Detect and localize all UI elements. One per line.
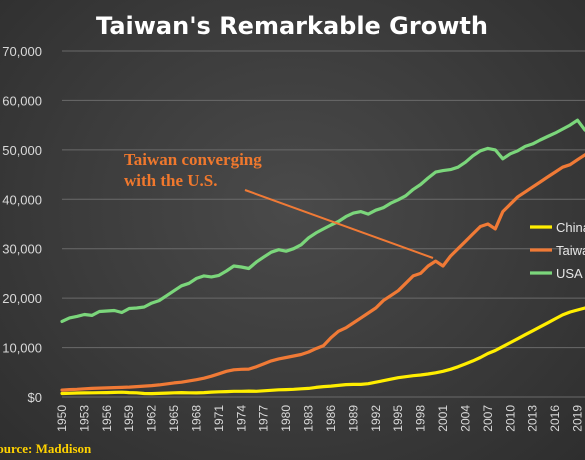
x-tick-label: 2019 [571, 405, 585, 432]
x-tick-label: 1983 [302, 405, 316, 432]
annotation-arrow [244, 189, 434, 259]
x-tick-label: 1956 [100, 405, 114, 432]
x-tick-label: 2010 [503, 405, 517, 432]
x-tick-label: 1977 [257, 405, 271, 432]
x-axis-tick-labels: 1950 1953 1956 1959 1962 1965 1968 1971 1974 1977… [55, 405, 585, 432]
x-tick-label: 1950 [55, 405, 69, 432]
x-tick-label: 1953 [77, 405, 91, 432]
x-tick-label: 1959 [122, 405, 136, 432]
series-line-usa [60, 118, 585, 323]
legend: China Taiwan USA [530, 220, 585, 281]
x-tick-label: 1971 [212, 405, 226, 432]
x-tick-label: 1992 [369, 405, 383, 432]
x-tick-label: 1995 [391, 405, 405, 432]
x-tick-label: 2001 [436, 405, 450, 432]
y-tick-label: 60,000 [2, 93, 42, 108]
x-tick-label: 1962 [145, 405, 159, 432]
annotation: Taiwan converging with the U.S. [124, 150, 434, 259]
y-tick-label: 70,000 [2, 44, 42, 59]
y-tick-label: 40,000 [2, 192, 42, 207]
gridlines [62, 50, 585, 398]
y-tick-label: 30,000 [2, 242, 42, 257]
x-tick-label: 2007 [481, 405, 495, 432]
x-tick-label: 2013 [526, 405, 540, 432]
x-tick-label: 1986 [324, 405, 338, 432]
x-tick-label: 1968 [189, 405, 203, 432]
x-tick-label: 1989 [346, 405, 360, 432]
x-tick-label: 1998 [414, 405, 428, 432]
source-note: Source: Maddison [0, 441, 92, 456]
y-tick-label: 50,000 [2, 143, 42, 158]
x-tick-label: 1980 [279, 405, 293, 432]
y-tick-label: 10,000 [2, 341, 42, 356]
legend-label-taiwan: Taiwan [556, 243, 585, 258]
x-tick-label: 1974 [234, 405, 248, 432]
series-line-china [60, 306, 585, 396]
y-tick-label: 20,000 [2, 291, 42, 306]
chart-title: Taiwan's Remarkable Growth [96, 12, 488, 40]
x-tick-label: 1965 [167, 405, 181, 432]
series-line-taiwan [60, 153, 585, 392]
y-axis-tick-labels: $0 10,000 20,000 30,000 40,000 50,000 60,000 70… [2, 44, 42, 405]
x-tick-label: 2004 [458, 405, 472, 432]
y-tick-label: $0 [28, 390, 42, 405]
legend-label-china: China [556, 220, 585, 235]
legend-label-usa: USA [556, 266, 583, 281]
annotation-line-2: with the U.S. [124, 171, 218, 190]
series-lines [60, 118, 585, 396]
annotation-line-1: Taiwan converging [124, 150, 262, 169]
x-tick-label: 2016 [548, 405, 562, 432]
